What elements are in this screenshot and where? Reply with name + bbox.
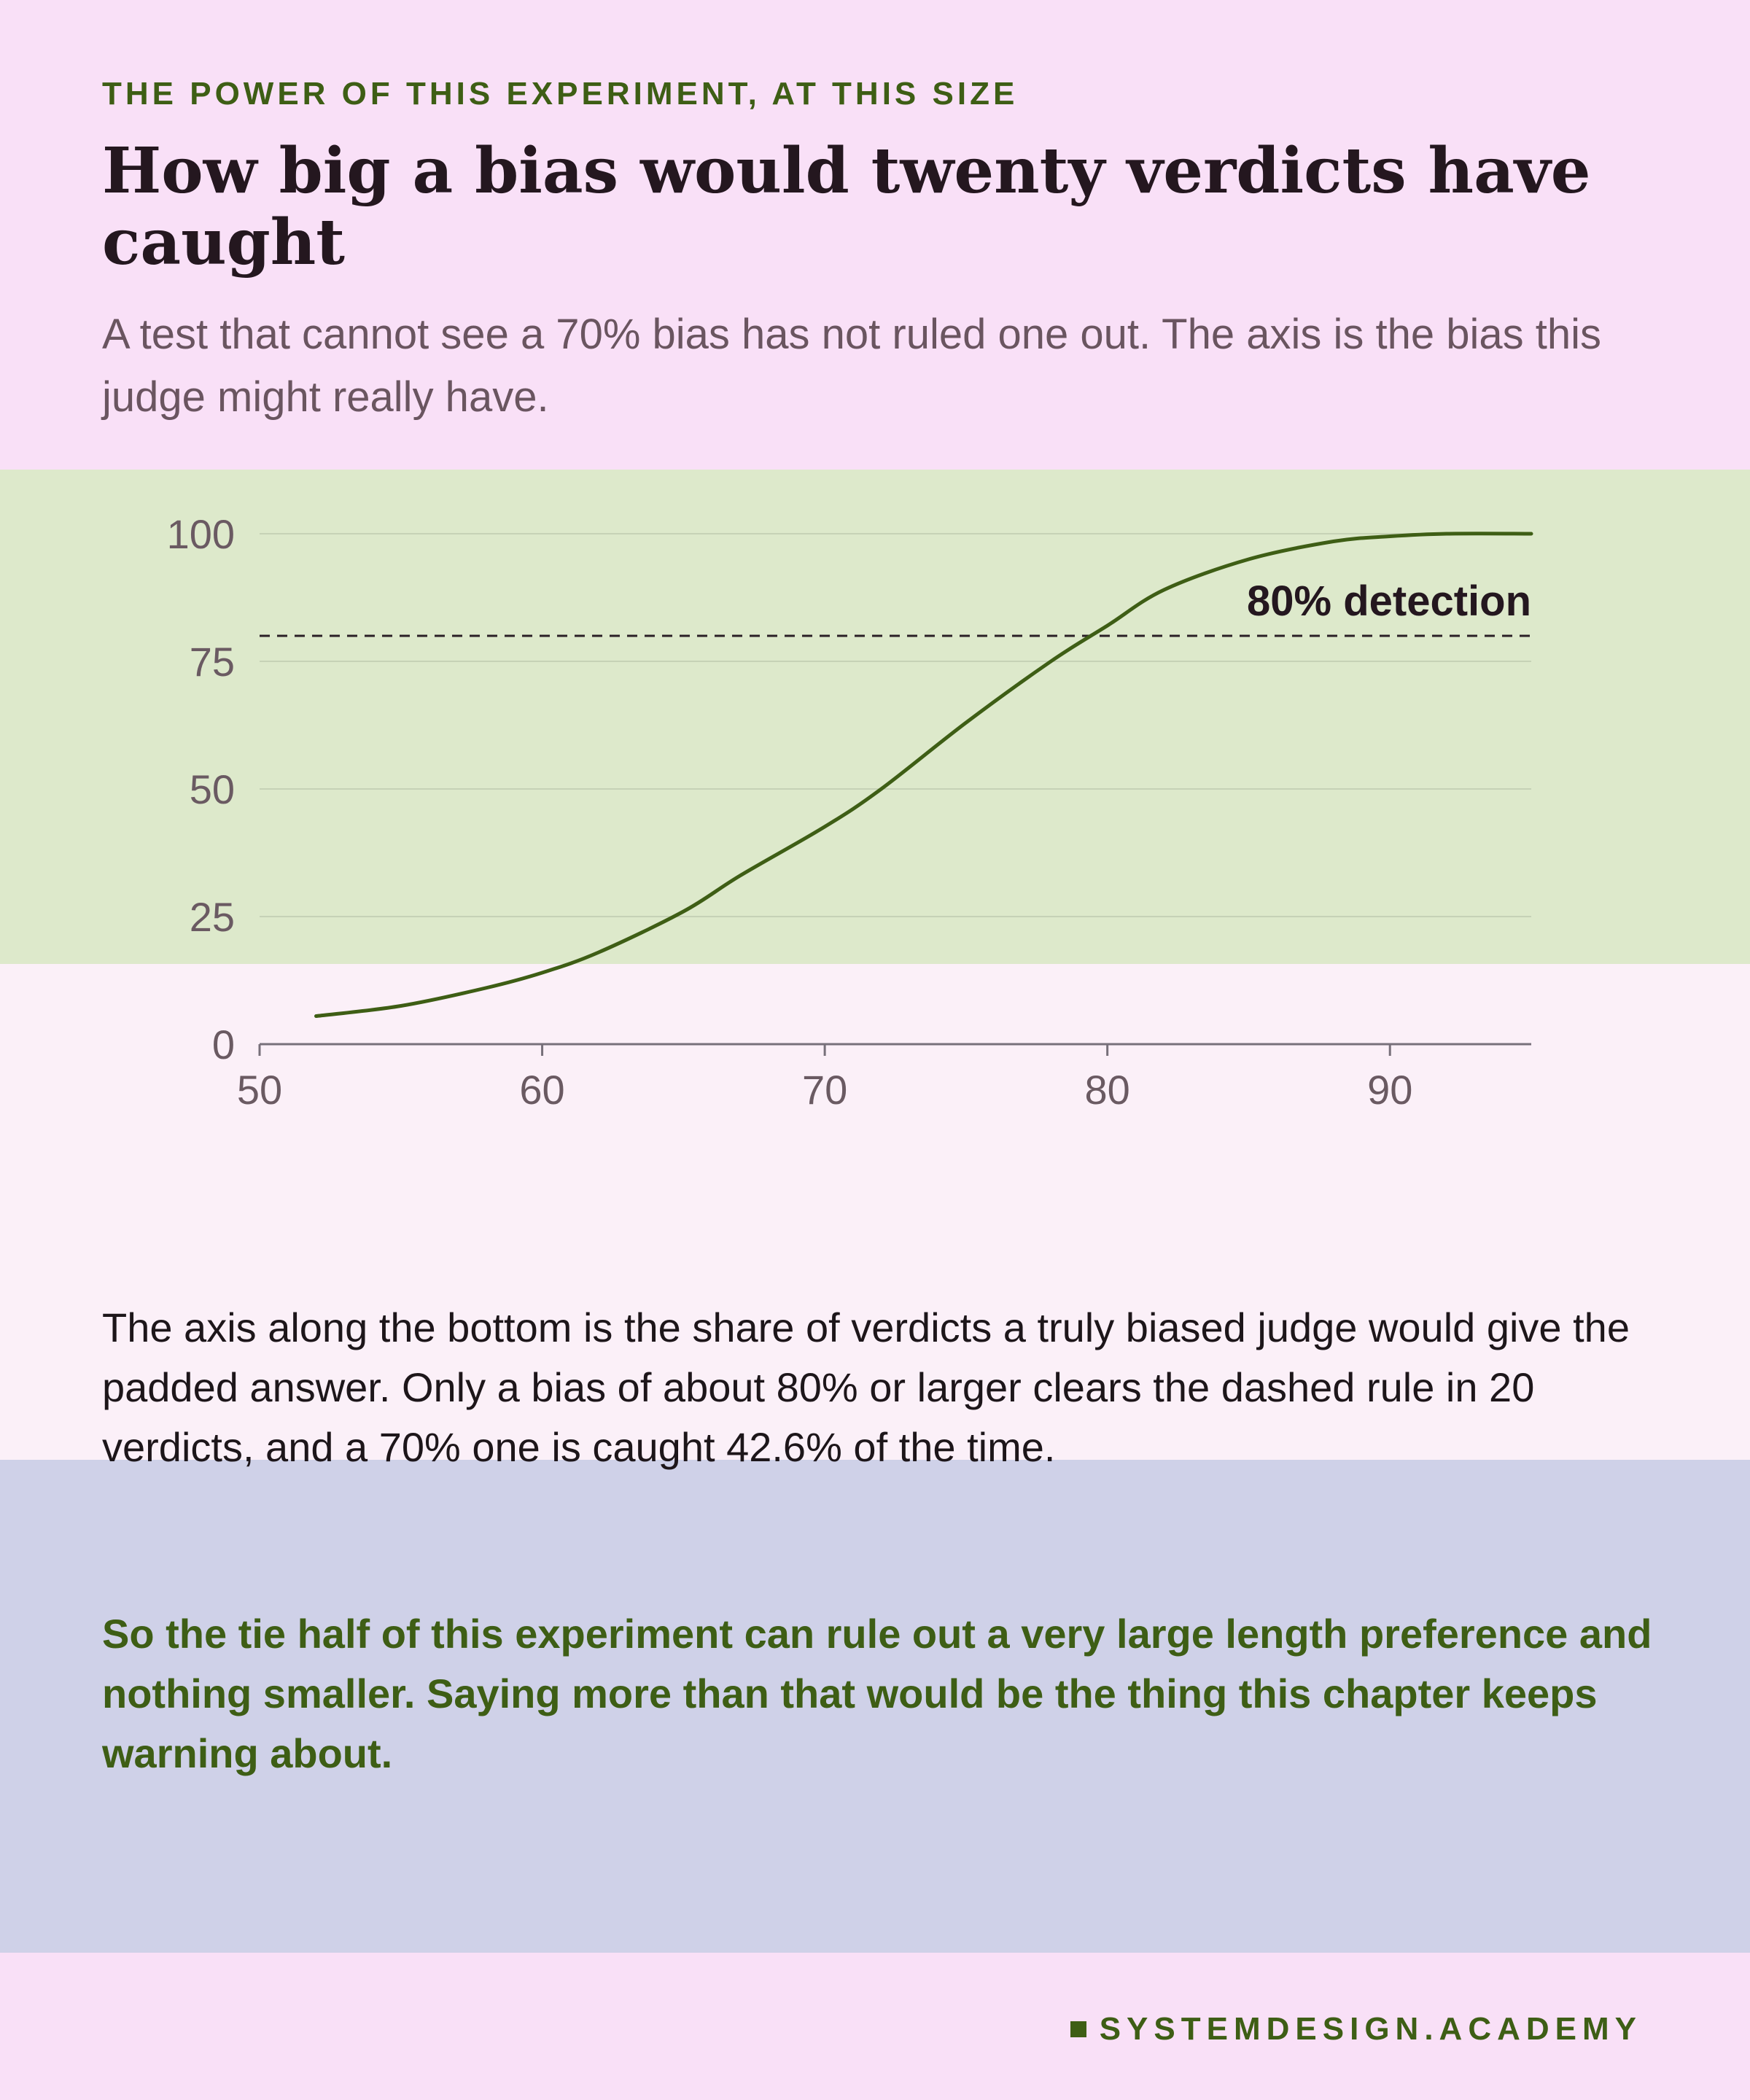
x-tick-label: 80 [1085,1067,1130,1113]
brand-name: SYSTEMDESIGN.ACADEMY [1099,2011,1642,2047]
series-group [314,532,1533,1018]
grid-lines [260,533,1531,917]
axes: 0 25 50 75 100 50 60 70 80 90 [167,511,1531,1113]
x-tick-label: 60 [519,1067,564,1113]
x-tick-label: 70 [802,1067,847,1113]
power-curve [314,532,1533,1018]
chart-background-band [0,470,1750,964]
body-paragraph: The axis along the bottom is the share o… [102,1304,1630,1470]
y-tick-label: 100 [167,511,235,557]
y-tick-label: 75 [190,639,235,685]
y-tick-label: 50 [190,766,235,812]
reference-line-group: 80% detection [260,578,1531,637]
y-tick-label: 25 [190,894,235,940]
y-tick-label: 0 [212,1022,235,1068]
kicker: THE POWER OF THIS EXPERIMENT, AT THIS SI… [102,76,1019,112]
footer-brand: SYSTEMDESIGN.ACADEMY [1070,2011,1642,2048]
subtitle: A test that cannot see a 70% bias has no… [102,311,1601,421]
brand-square-icon [1070,2021,1086,2037]
x-tick-label: 50 [237,1067,282,1113]
x-tick-label: 90 [1367,1067,1412,1113]
conclusion-paragraph: So the tie half of this experiment can r… [102,1611,1652,1776]
body-background-band [0,964,1750,1460]
page-title: How big a bias would twenty verdicts hav… [102,134,1591,279]
conclusion-background-band [0,1460,1750,1953]
reference-line-label: 80% detection [1247,578,1531,625]
